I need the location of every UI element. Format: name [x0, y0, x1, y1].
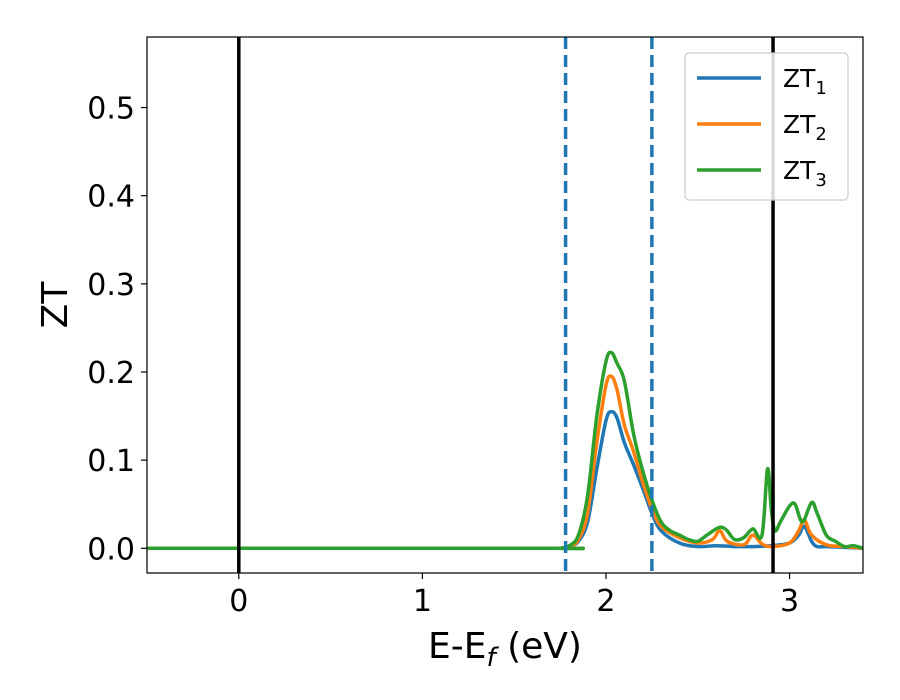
series-line-1	[147, 409, 863, 551]
legend-label-main: ZT	[783, 64, 816, 93]
plot-frame	[146, 36, 864, 574]
legend-box	[684, 52, 849, 201]
series-layer	[147, 350, 863, 551]
legend-label-3: ZT3	[783, 156, 827, 191]
y-tick-label: 0.4	[87, 180, 135, 215]
y-tick-label: 0.0	[87, 532, 135, 567]
y-tick-label: 0.3	[87, 268, 135, 303]
legend-label-main: ZT	[783, 156, 816, 185]
legend-label-sub: 1	[815, 78, 826, 99]
y-axis-label: ZT	[35, 281, 76, 329]
x-axis-label-unit: (eV)	[496, 626, 582, 667]
y-tick-label: 0.5	[87, 92, 135, 127]
legend-label-1: ZT1	[783, 64, 827, 99]
y-tick-label: 0.2	[87, 356, 135, 391]
x-ticks: 0 1 2 3	[229, 573, 799, 619]
series-line-3	[147, 350, 863, 551]
x-tick-label: 3	[780, 584, 799, 619]
y-tick-label: 0.1	[87, 444, 135, 479]
x-axis-label: E-Ef (eV)	[428, 626, 582, 673]
legend-label-main: ZT	[783, 110, 816, 139]
series-line-2	[147, 374, 863, 551]
legend-label-2: ZT2	[783, 110, 827, 145]
x-tick-label: 2	[596, 584, 615, 619]
legend-label-sub: 2	[815, 124, 826, 145]
y-ticks: 0.0 0.1 0.2 0.3 0.4 0.5	[87, 92, 147, 567]
x-axis-label-main: E-E	[428, 626, 486, 667]
x-tick-label: 1	[413, 584, 432, 619]
legend-label-sub: 3	[815, 170, 826, 191]
x-tick-label: 0	[229, 584, 248, 619]
